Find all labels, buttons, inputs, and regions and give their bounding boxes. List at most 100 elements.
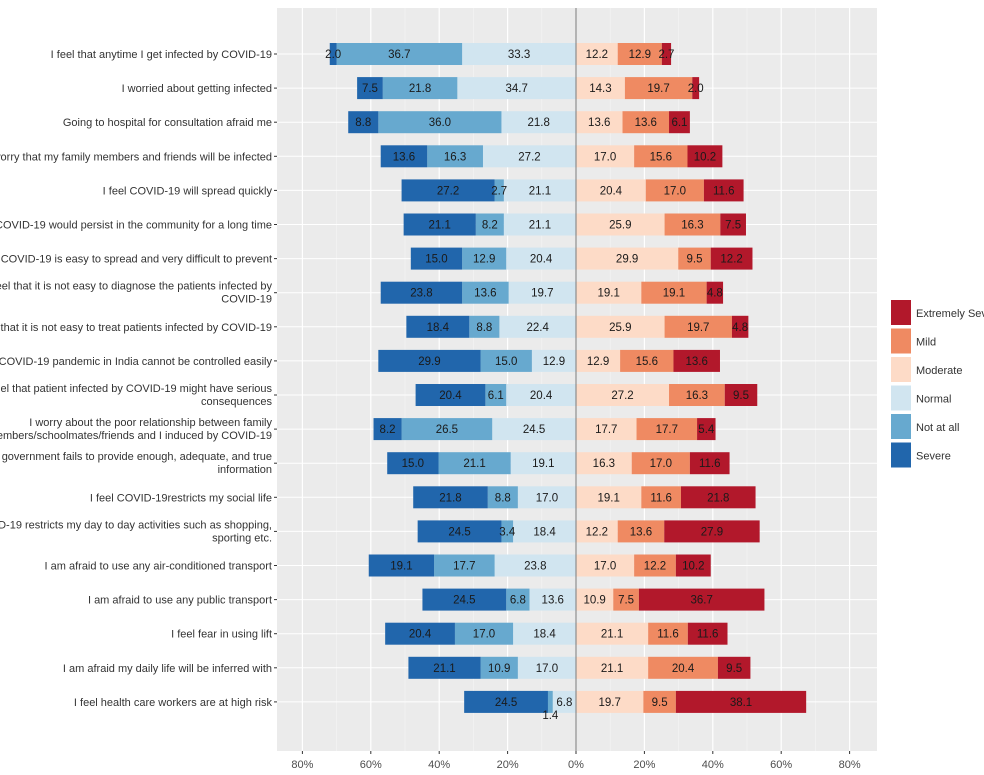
bar-segment [513,622,576,645]
bar-segment [378,111,502,134]
data-label: 24.5 [453,595,475,607]
data-label: 15.0 [402,458,424,470]
bar-segment [648,656,718,679]
bar-segment [482,145,576,168]
bars: 33.3 36.7 2.0 12.2 12.9 2.7 34.7 21.8 7.5 14.3 19.… [325,43,807,722]
bar-row: 23.8 17.7 19.1 17.0 12.2 10.2 [368,554,711,577]
bar-segment [503,179,576,202]
data-label: 20.4 [530,254,553,266]
data-label: 8.8 [476,322,492,334]
bar-segment [378,349,481,372]
bar-segment [680,486,756,509]
bar-segment [417,520,502,543]
bar-segment [617,43,662,65]
bar-segment [664,315,732,338]
data-label: 11.6 [699,458,721,470]
bar-segment [501,520,514,543]
bar-segment [469,315,500,338]
bar-segment [634,554,676,577]
legend: Extremely Severe Mild Moderate Normal Not at… [891,300,984,468]
legend-swatch [891,328,911,354]
bar-segment [576,315,665,338]
y-axis-label: Going to hospital for consultation afrai… [63,117,272,129]
data-label: 21.8 [707,492,729,504]
bar-segment [692,77,700,100]
data-label: 4.8 [732,322,748,334]
bar-row: 18.4 3.4 24.5 12.2 13.6 27.9 [417,520,760,543]
data-label: 12.2 [644,561,666,573]
bar-row: 6.81.4 24.5 19.7 9.5 38.1 [464,690,807,722]
bar-segment [480,656,518,679]
data-label: 21.1 [433,663,455,675]
bar-row: 12.9 15.0 29.9 12.9 15.6 13.6 [378,349,720,372]
bar-segment [503,213,576,236]
bar-row: 27.2 16.3 13.6 17.0 15.6 10.2 [380,145,723,168]
bar-row: 33.3 36.7 2.0 12.2 12.9 2.7 [325,43,674,65]
data-label: 19.1 [663,288,685,300]
data-label: 19.7 [598,697,620,709]
y-axis-label: I feel fear in using lift [171,629,272,641]
data-label: 6.1 [488,390,504,402]
legend-swatch [891,357,911,382]
bar-segment [717,656,751,679]
bar-segment [380,145,428,168]
bar-segment [403,213,476,236]
data-label: 29.9 [418,356,440,368]
bar-segment [624,77,693,100]
data-label: 9.5 [726,663,742,675]
bar-segment [329,43,337,65]
legend-item: Extremely Severe [891,300,984,325]
bar-segment [387,452,439,475]
bar-segment [492,418,576,441]
y-axis-label: I feel that it is not easy to treat pati… [0,322,272,334]
x-tick-label: 60% [360,759,382,771]
data-label: 17.0 [536,492,558,504]
x-tick-label: 80% [291,759,313,771]
bar-segment [401,418,493,441]
bar-row: 22.4 8.8 18.4 25.9 19.7 4.8 [406,315,749,338]
bar-segment [576,554,635,577]
bar-segment [380,281,463,304]
y-axis-label: I feel that anytime I get infected by CO… [51,49,272,61]
data-label: 4.8 [707,288,723,300]
data-label: 17.0 [473,629,495,641]
data-label: 5.4 [698,424,715,436]
y-axis-label: I worried about getting infected [122,83,272,95]
bar-segment [408,656,481,679]
data-label: 19.7 [531,288,553,300]
data-label: 13.6 [635,117,657,129]
bar-segment [506,384,576,406]
bar-segment [501,111,576,134]
bar-segment [576,656,649,679]
y-axis-label: I feel COVID-19restricts my social life [90,492,272,504]
bar-segment [576,43,618,65]
bar-segment [576,520,618,543]
bar-segment [510,452,576,475]
legend-item: Not at all [891,414,959,439]
data-label: 10.2 [694,151,716,163]
data-label: 16.3 [444,151,466,163]
bar-row: 34.7 21.8 7.5 14.3 19.7 2.0 [357,77,704,100]
data-label: 17.0 [650,458,672,470]
data-label: 11.6 [713,185,735,197]
y-axis-label: I feel that patient infected by COVID-19… [0,383,272,408]
y-axis-label: I feel health care workers are at high r… [74,697,273,709]
data-label: 12.9 [587,356,609,368]
data-label: 7.5 [362,83,378,95]
bar-segment [485,384,507,406]
y-axis-label: I am afraid my daily life will be inferr… [63,663,272,675]
bar-segment [576,690,644,713]
bar-segment [576,145,635,168]
data-label: 15.0 [425,254,447,266]
bar-segment [494,179,504,202]
data-label: 16.3 [686,390,708,402]
bar-segment [731,315,749,338]
bar-segment [576,622,649,645]
bar-segment [406,315,470,338]
data-label: 1.4 [542,710,559,722]
data-label: 13.6 [393,151,415,163]
bar-row: 21.1 2.7 27.2 20.4 17.0 11.6 [401,179,744,202]
bar-segment [634,145,688,168]
data-label: 9.5 [687,254,703,266]
